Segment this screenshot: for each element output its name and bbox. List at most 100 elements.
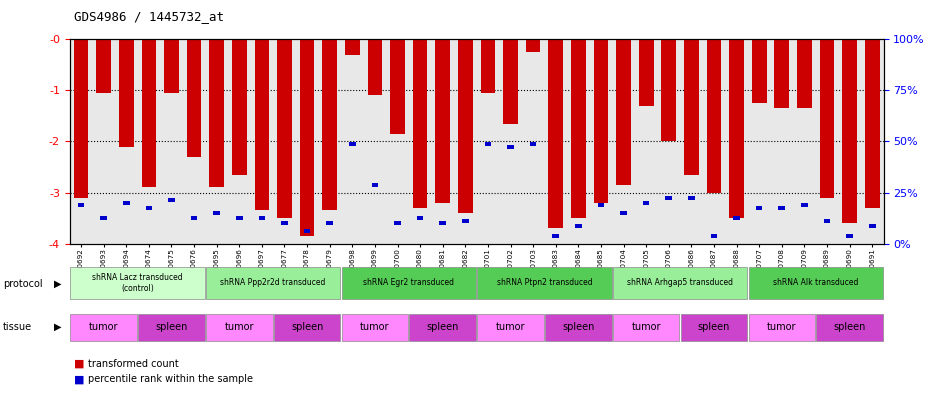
Bar — [458, 39, 472, 213]
Bar — [435, 39, 450, 203]
Bar — [191, 216, 197, 220]
Text: ▶: ▶ — [54, 279, 61, 289]
Bar — [749, 267, 883, 299]
Text: spleen: spleen — [291, 322, 324, 332]
Bar — [503, 39, 518, 123]
Bar — [73, 39, 88, 198]
Bar — [481, 39, 496, 93]
Text: shRNA Egr2 transduced: shRNA Egr2 transduced — [364, 279, 455, 287]
Text: GDS4986 / 1445732_at: GDS4986 / 1445732_at — [74, 10, 224, 23]
Bar — [78, 203, 85, 208]
Bar — [661, 39, 676, 141]
Text: ■: ■ — [74, 358, 85, 369]
Bar — [232, 39, 246, 174]
Bar — [326, 221, 333, 225]
Bar — [417, 216, 423, 220]
Bar — [206, 314, 272, 341]
Bar — [391, 39, 405, 134]
Text: shRNA Arhgap5 transduced: shRNA Arhgap5 transduced — [627, 279, 733, 287]
Text: shRNA Alk transduced: shRNA Alk transduced — [773, 279, 858, 287]
Bar — [123, 201, 129, 205]
Bar — [71, 267, 205, 299]
Bar — [119, 39, 134, 147]
Text: spleen: spleen — [833, 322, 866, 332]
Bar — [507, 145, 514, 149]
Bar — [571, 39, 586, 218]
Bar — [372, 183, 379, 187]
Bar — [299, 39, 314, 236]
Bar — [549, 39, 563, 228]
Bar — [146, 206, 153, 210]
Bar — [824, 219, 830, 223]
Bar — [141, 39, 156, 187]
Text: transformed count: transformed count — [88, 358, 179, 369]
Bar — [639, 39, 654, 106]
Text: percentile rank within the sample: percentile rank within the sample — [88, 374, 253, 384]
Bar — [869, 224, 875, 228]
Bar — [273, 314, 340, 341]
Bar — [367, 39, 382, 95]
Bar — [801, 203, 807, 208]
Bar — [209, 39, 224, 187]
Text: tumor: tumor — [767, 322, 796, 332]
Text: ■: ■ — [74, 374, 85, 384]
Bar — [236, 216, 243, 220]
Text: tumor: tumor — [360, 322, 390, 332]
Text: tissue: tissue — [3, 322, 32, 332]
Bar — [525, 39, 540, 52]
Bar — [751, 39, 766, 103]
Bar — [775, 39, 790, 108]
Bar — [733, 216, 740, 220]
Bar — [552, 234, 559, 238]
Bar — [345, 39, 360, 55]
Bar — [575, 224, 581, 228]
Bar — [213, 211, 220, 215]
Bar — [593, 39, 608, 203]
Text: protocol: protocol — [3, 279, 43, 289]
Bar — [100, 216, 107, 220]
Bar — [707, 39, 722, 193]
Bar — [97, 39, 111, 93]
Text: spleen: spleen — [562, 322, 594, 332]
Bar — [277, 39, 292, 218]
Bar — [729, 39, 744, 218]
Bar — [666, 196, 672, 200]
Text: shRNA Lacz transduced
(control): shRNA Lacz transduced (control) — [92, 273, 183, 293]
Bar — [545, 314, 612, 341]
Bar — [530, 142, 537, 146]
Bar — [394, 221, 401, 225]
Text: shRNA Ptpn2 transduced: shRNA Ptpn2 transduced — [497, 279, 592, 287]
Bar — [477, 314, 544, 341]
Bar — [462, 219, 469, 223]
Bar — [817, 314, 883, 341]
Bar — [187, 39, 202, 157]
Bar — [643, 201, 649, 205]
Bar — [164, 39, 179, 93]
Bar — [620, 211, 627, 215]
Text: tumor: tumor — [224, 322, 254, 332]
Bar — [341, 314, 408, 341]
Bar — [349, 142, 355, 146]
Bar — [613, 314, 680, 341]
Bar — [778, 206, 785, 210]
Bar — [843, 39, 857, 223]
Bar — [139, 314, 205, 341]
Bar — [711, 234, 717, 238]
Text: spleen: spleen — [427, 322, 458, 332]
Bar — [684, 39, 698, 174]
Bar — [749, 314, 815, 341]
Text: shRNA Ppp2r2d transduced: shRNA Ppp2r2d transduced — [220, 279, 326, 287]
Bar — [439, 221, 446, 225]
Bar — [259, 216, 265, 220]
Bar — [168, 198, 175, 202]
Bar — [865, 39, 880, 208]
Bar — [477, 267, 612, 299]
Bar — [304, 229, 311, 233]
Text: ▶: ▶ — [54, 322, 61, 332]
Bar — [756, 206, 763, 210]
Bar — [409, 314, 476, 341]
Text: spleen: spleen — [155, 322, 188, 332]
Bar — [681, 314, 747, 341]
Text: tumor: tumor — [631, 322, 661, 332]
Bar — [281, 221, 287, 225]
